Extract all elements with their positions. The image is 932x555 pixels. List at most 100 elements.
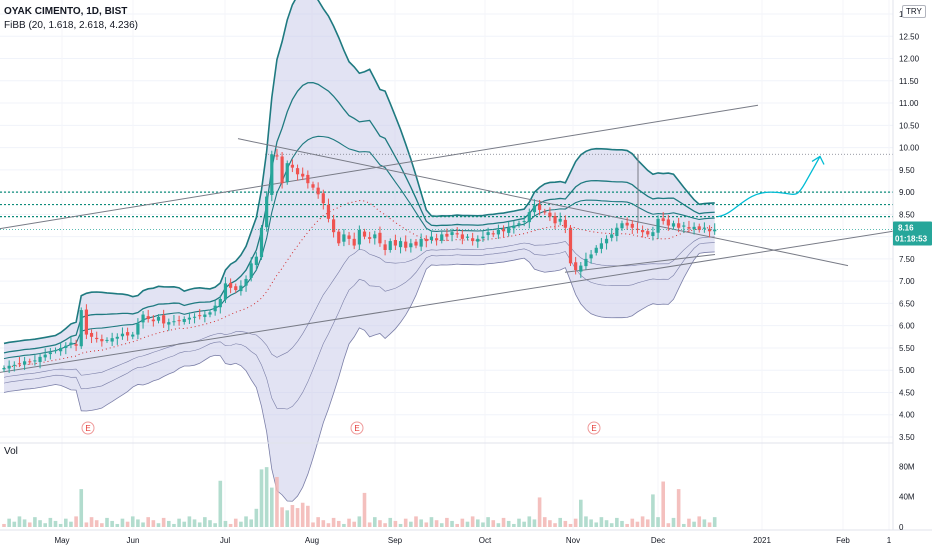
volume-bar — [53, 520, 58, 527]
volume-bar — [254, 508, 259, 527]
indicator-legend[interactable]: FiBB (20, 1.618, 2.618, 4.236) — [4, 20, 138, 31]
symbol-title: OYAK CIMENTO, 1D, BIST — [4, 6, 127, 18]
candle-body — [471, 238, 475, 242]
candle — [229, 278, 233, 294]
candle — [254, 252, 258, 271]
candle-body — [275, 155, 279, 157]
candle-body — [538, 204, 542, 210]
candle — [332, 214, 336, 238]
volume-bar — [172, 523, 176, 527]
volume-bar — [285, 510, 290, 527]
candle-body — [398, 241, 403, 248]
y-tick-label: 11.00 — [899, 99, 919, 108]
candle-body — [594, 247, 598, 253]
candle — [259, 225, 264, 260]
volume-bar — [712, 517, 717, 527]
candle-body — [105, 339, 109, 341]
candle-body — [326, 204, 331, 219]
volume-bar — [151, 520, 156, 527]
candle — [604, 235, 609, 250]
band-line — [3, 0, 715, 345]
currency-badge[interactable]: TRY — [902, 5, 926, 18]
candle-body — [120, 333, 125, 337]
earnings-marker[interactable]: E — [81, 421, 95, 435]
candle-body — [285, 163, 289, 183]
candle — [635, 222, 640, 234]
candle — [574, 256, 578, 275]
x-tick-label: Sep — [388, 536, 403, 545]
volume-bar — [48, 517, 53, 527]
candle — [507, 221, 511, 237]
candle-body — [110, 338, 114, 342]
candle — [295, 164, 300, 181]
volume-bar — [393, 520, 398, 527]
volume-bar — [635, 521, 640, 527]
volume-bar — [656, 517, 660, 527]
volume-bar — [182, 521, 187, 527]
candle — [491, 230, 495, 238]
volume-bars — [2, 467, 717, 527]
candle-body — [290, 164, 294, 168]
volume-bar — [105, 517, 109, 527]
volume-legend[interactable]: Vol — [4, 446, 18, 457]
volume-bar — [414, 516, 418, 527]
candle-body — [59, 347, 63, 352]
candle-body — [651, 232, 655, 237]
x-tick-label: Jul — [220, 536, 230, 545]
candle — [218, 295, 222, 314]
candle — [579, 262, 583, 278]
volume-bar — [568, 523, 573, 527]
x-tick-label: 2021 — [753, 536, 771, 545]
candle-body — [543, 211, 547, 213]
candle — [558, 212, 562, 226]
candle — [651, 226, 655, 241]
candle-body — [522, 221, 526, 223]
earnings-marker[interactable]: E — [350, 421, 364, 435]
band-fill — [4, 0, 715, 502]
candle — [584, 252, 588, 270]
candle-body — [249, 263, 253, 278]
volume-bar — [84, 522, 89, 527]
projection-arrowhead — [811, 155, 825, 165]
candle-body — [404, 241, 408, 248]
candle — [419, 233, 423, 252]
candle — [74, 339, 78, 352]
candle — [141, 310, 145, 329]
candle — [120, 327, 125, 340]
candle-body — [23, 361, 27, 365]
candle — [471, 232, 475, 246]
volume-bar — [563, 520, 568, 527]
x-tick-label: Jun — [127, 536, 140, 545]
candle — [697, 223, 701, 233]
candle — [527, 208, 531, 229]
candle-body — [641, 229, 645, 233]
candle-body — [347, 235, 351, 239]
price-tag: 8.16 01:18:53 — [0, 221, 932, 246]
candle — [610, 228, 614, 242]
candle — [156, 314, 161, 324]
candle — [512, 221, 516, 234]
volume-bar — [589, 519, 593, 527]
candle-body — [69, 342, 73, 345]
candle — [110, 332, 114, 346]
y-tick-label: 7.50 — [899, 255, 915, 264]
earnings-marker[interactable]: E — [587, 421, 601, 435]
candle — [553, 212, 557, 230]
volume-bar — [599, 517, 604, 527]
volume-bar — [17, 516, 22, 527]
volume-bar — [506, 520, 511, 527]
candle — [2, 365, 6, 372]
volume-bar — [403, 518, 408, 527]
volume-bar — [707, 522, 712, 527]
band-line — [3, 135, 715, 360]
volume-bar — [697, 516, 702, 527]
candle-body — [419, 238, 423, 247]
volume-bar — [373, 517, 377, 527]
candle-body — [687, 227, 691, 229]
candle-body — [167, 322, 171, 325]
candle-body — [615, 227, 619, 237]
candle — [543, 208, 547, 215]
